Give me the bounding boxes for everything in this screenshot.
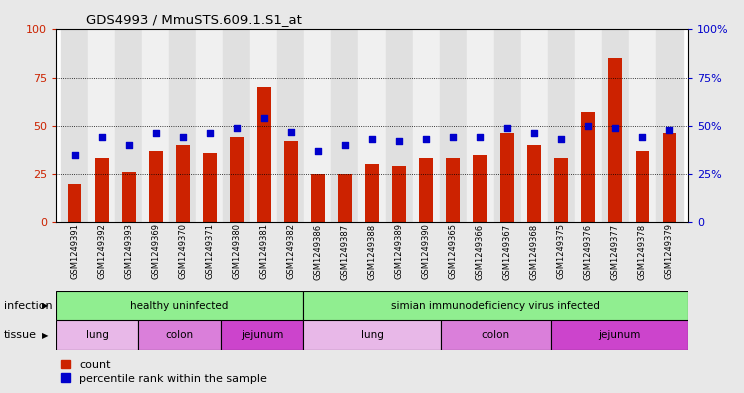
Bar (196, 29, 223, 222)
Bar (56, 291, 304, 320)
Bar (203, 153, 217, 222)
Bar (551, 320, 688, 350)
Point (177, 134, 189, 140)
Text: ▶: ▶ (42, 301, 49, 310)
Bar (223, 29, 251, 222)
Bar (629, 29, 655, 222)
Point (636, 134, 648, 140)
Point (204, 130, 216, 137)
Bar (251, 29, 278, 222)
Point (474, 134, 486, 140)
Bar (142, 29, 170, 222)
Bar (278, 29, 304, 222)
Bar (635, 151, 649, 222)
Bar (392, 166, 405, 222)
Bar (332, 29, 359, 222)
Bar (284, 141, 298, 222)
Point (285, 129, 297, 135)
Text: jejunum: jejunum (598, 330, 641, 340)
Legend: count, percentile rank within the sample: count, percentile rank within the sample (61, 360, 267, 384)
Point (68, 151, 80, 158)
Bar (359, 29, 385, 222)
Bar (473, 154, 487, 222)
Bar (170, 29, 196, 222)
Point (96, 134, 108, 140)
Bar (466, 29, 493, 222)
Point (231, 125, 243, 131)
Text: tissue: tissue (4, 330, 36, 340)
Text: jejunum: jejunum (241, 330, 283, 340)
Bar (257, 87, 271, 222)
Bar (662, 134, 676, 222)
Bar (365, 164, 379, 222)
Bar (420, 158, 433, 222)
Bar (446, 158, 460, 222)
Bar (501, 134, 514, 222)
Text: lung: lung (361, 330, 383, 340)
Bar (493, 29, 521, 222)
Bar (221, 320, 304, 350)
Point (664, 127, 676, 133)
Bar (602, 29, 629, 222)
Bar (149, 151, 162, 222)
Bar (548, 29, 574, 222)
Bar (176, 145, 190, 222)
Point (312, 148, 324, 154)
Bar (230, 137, 243, 222)
Text: colon: colon (481, 330, 510, 340)
Bar (68, 184, 82, 222)
Bar (138, 320, 221, 350)
Text: lung: lung (86, 330, 109, 340)
Point (150, 130, 161, 137)
Point (420, 136, 432, 142)
Bar (89, 29, 115, 222)
Bar (311, 174, 324, 222)
Point (393, 138, 405, 144)
Bar (609, 58, 622, 222)
Point (583, 123, 594, 129)
Point (366, 136, 378, 142)
Bar (554, 158, 568, 222)
Bar (56, 320, 138, 350)
Bar (655, 29, 683, 222)
Bar (122, 172, 135, 222)
Point (447, 134, 459, 140)
Point (609, 125, 621, 131)
Text: GDS4993 / MmuSTS.609.1.S1_at: GDS4993 / MmuSTS.609.1.S1_at (86, 13, 301, 26)
Bar (304, 320, 440, 350)
Text: infection: infection (4, 301, 52, 310)
Bar (304, 29, 332, 222)
Point (258, 115, 270, 121)
Bar (115, 29, 142, 222)
Bar (304, 291, 688, 320)
Bar (95, 158, 109, 222)
Text: healthy uninfected: healthy uninfected (130, 301, 228, 310)
Bar (527, 145, 541, 222)
Text: ▶: ▶ (42, 331, 49, 340)
Bar (440, 320, 551, 350)
Bar (440, 29, 466, 222)
Bar (412, 29, 440, 222)
Text: simian immunodeficiency virus infected: simian immunodeficiency virus infected (391, 301, 600, 310)
Bar (339, 174, 352, 222)
Point (528, 130, 540, 137)
Point (339, 142, 351, 148)
Bar (385, 29, 412, 222)
Point (123, 142, 135, 148)
Bar (574, 29, 602, 222)
Point (501, 125, 513, 131)
Point (555, 136, 567, 142)
Bar (582, 112, 595, 222)
Text: colon: colon (165, 330, 193, 340)
Bar (61, 29, 89, 222)
Bar (521, 29, 548, 222)
